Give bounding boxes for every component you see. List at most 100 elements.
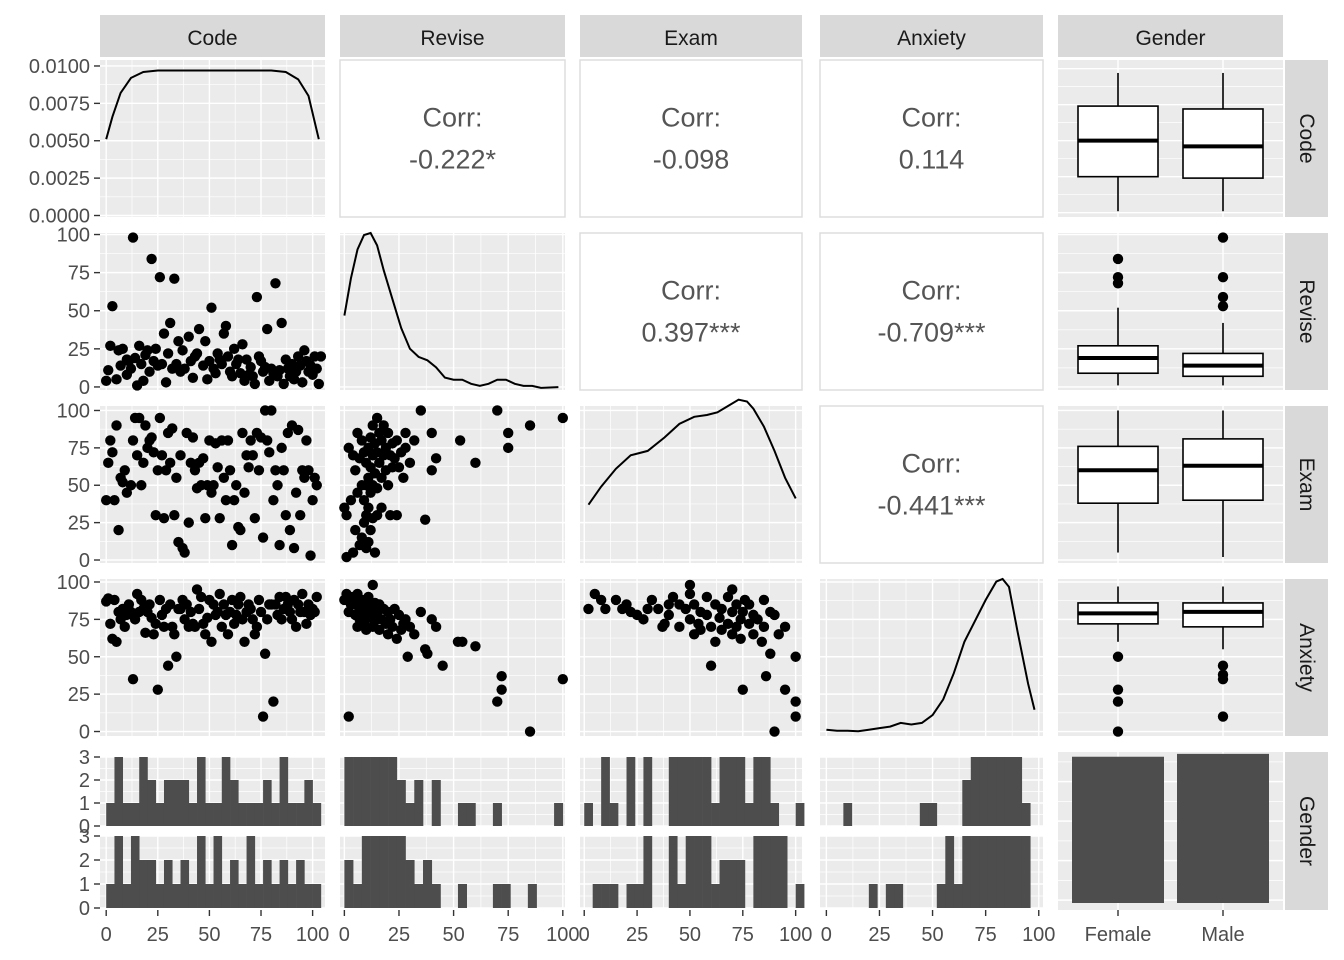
y-tick-label: 100 — [57, 400, 90, 422]
hist-bar — [466, 803, 476, 826]
corr-code-revise: Corr: -0.222* — [339, 59, 566, 218]
hist-bar — [1004, 836, 1014, 908]
scatter-point — [233, 354, 244, 365]
hist-bar — [753, 836, 763, 908]
scatter-point — [138, 457, 149, 469]
hist-bar — [106, 803, 115, 826]
scatter-point — [189, 621, 201, 633]
scatter-point — [674, 621, 685, 633]
hist-bar — [296, 803, 305, 826]
scatter-point — [343, 711, 354, 722]
scatter-point — [402, 651, 413, 662]
hist-bar — [501, 884, 511, 908]
scatter-point — [198, 453, 209, 464]
scatter-point — [148, 629, 159, 640]
corr-revise-anxiety: Corr: -0.709*** — [819, 232, 1044, 391]
scatter-point — [752, 614, 763, 625]
scatter-point — [162, 348, 174, 359]
hist-bar — [405, 803, 415, 826]
hist-bar — [414, 780, 424, 826]
scatter-point — [430, 453, 442, 464]
scatter-point — [374, 624, 385, 636]
scatter-point — [684, 579, 696, 591]
hist-bar — [271, 884, 280, 908]
strip-label-top-anxiety: Anxiety — [897, 27, 966, 50]
scatter-point — [290, 487, 302, 498]
hist-bar — [761, 836, 771, 908]
hist-bar — [970, 757, 980, 826]
hist-bar — [1021, 803, 1031, 826]
scatter-point — [389, 453, 400, 464]
hist-bar — [312, 803, 322, 826]
hist-bar — [287, 884, 297, 908]
strip-right-anxiety — [1285, 579, 1328, 736]
scatter-point — [557, 412, 569, 424]
hist-bar — [197, 836, 206, 908]
scatter-point — [111, 636, 122, 647]
scatter-point — [247, 450, 258, 461]
hist-bar — [711, 803, 720, 826]
scatter-point — [212, 462, 223, 473]
scatter-point — [105, 435, 116, 446]
box-outlier — [1217, 673, 1229, 685]
scatter-point — [430, 621, 442, 633]
hist-bar — [213, 836, 223, 908]
hist-bar — [344, 757, 354, 826]
scatter-point — [470, 457, 481, 469]
scatter-point — [315, 351, 327, 362]
hist-bar — [1013, 836, 1023, 908]
hist-bar — [962, 836, 972, 908]
hist-bar — [379, 757, 389, 826]
hist-bar — [728, 757, 737, 826]
scatter-point — [503, 442, 514, 454]
scatter-point — [154, 272, 166, 283]
x-tick-label: 50 — [198, 924, 220, 946]
scatter-point — [716, 603, 727, 615]
corr-value: 0.114 — [899, 145, 965, 175]
hist-bar — [1004, 757, 1014, 826]
strip-top-gender — [1058, 15, 1283, 57]
scatter-point — [667, 591, 679, 603]
hist-bar — [527, 884, 537, 908]
scatter-point — [391, 435, 402, 446]
box-outlier — [1217, 291, 1229, 303]
scatter-point — [743, 599, 755, 610]
scatter-point — [457, 636, 468, 647]
scatter-point — [284, 524, 296, 536]
strip-label-top-revise: Revise — [420, 27, 484, 50]
scatter-point — [684, 614, 696, 625]
x-tick-label: 75 — [250, 924, 272, 946]
scatter-point — [154, 594, 166, 606]
scatter-point — [642, 603, 653, 615]
scatter-code-exam — [100, 405, 325, 563]
scatter-point — [363, 502, 374, 513]
hist-bar — [254, 803, 264, 826]
scatter-point — [200, 629, 211, 640]
hist-bar — [423, 860, 433, 908]
scatter-point — [400, 427, 411, 439]
scatter-point — [245, 603, 256, 615]
scatter-point — [371, 412, 383, 424]
scatter-point — [272, 480, 283, 491]
scatter-point — [790, 696, 801, 707]
y-tick-label: 1 — [79, 874, 90, 896]
scatter-point — [756, 636, 768, 647]
density-exam-curve — [587, 398, 797, 506]
scatter-point — [653, 603, 664, 615]
scatter-point — [169, 629, 180, 640]
scatter-point — [735, 633, 746, 645]
x-tick-label: 50 — [442, 924, 464, 946]
scatter-point — [779, 621, 791, 633]
hist-bar — [795, 803, 805, 826]
scatter-point — [426, 465, 437, 476]
scatter-point — [409, 629, 420, 640]
x-tick-label: 25 — [868, 924, 890, 946]
corr-revise-exam: Corr: 0.397*** — [579, 232, 803, 391]
density-revise-curve — [343, 231, 559, 389]
hist-bar — [287, 803, 297, 826]
x-tick-label: 0 — [339, 924, 350, 946]
scatter-point — [204, 355, 215, 367]
scatter-point — [257, 711, 269, 722]
scatter-point — [160, 377, 172, 388]
scatter-point — [171, 358, 182, 370]
